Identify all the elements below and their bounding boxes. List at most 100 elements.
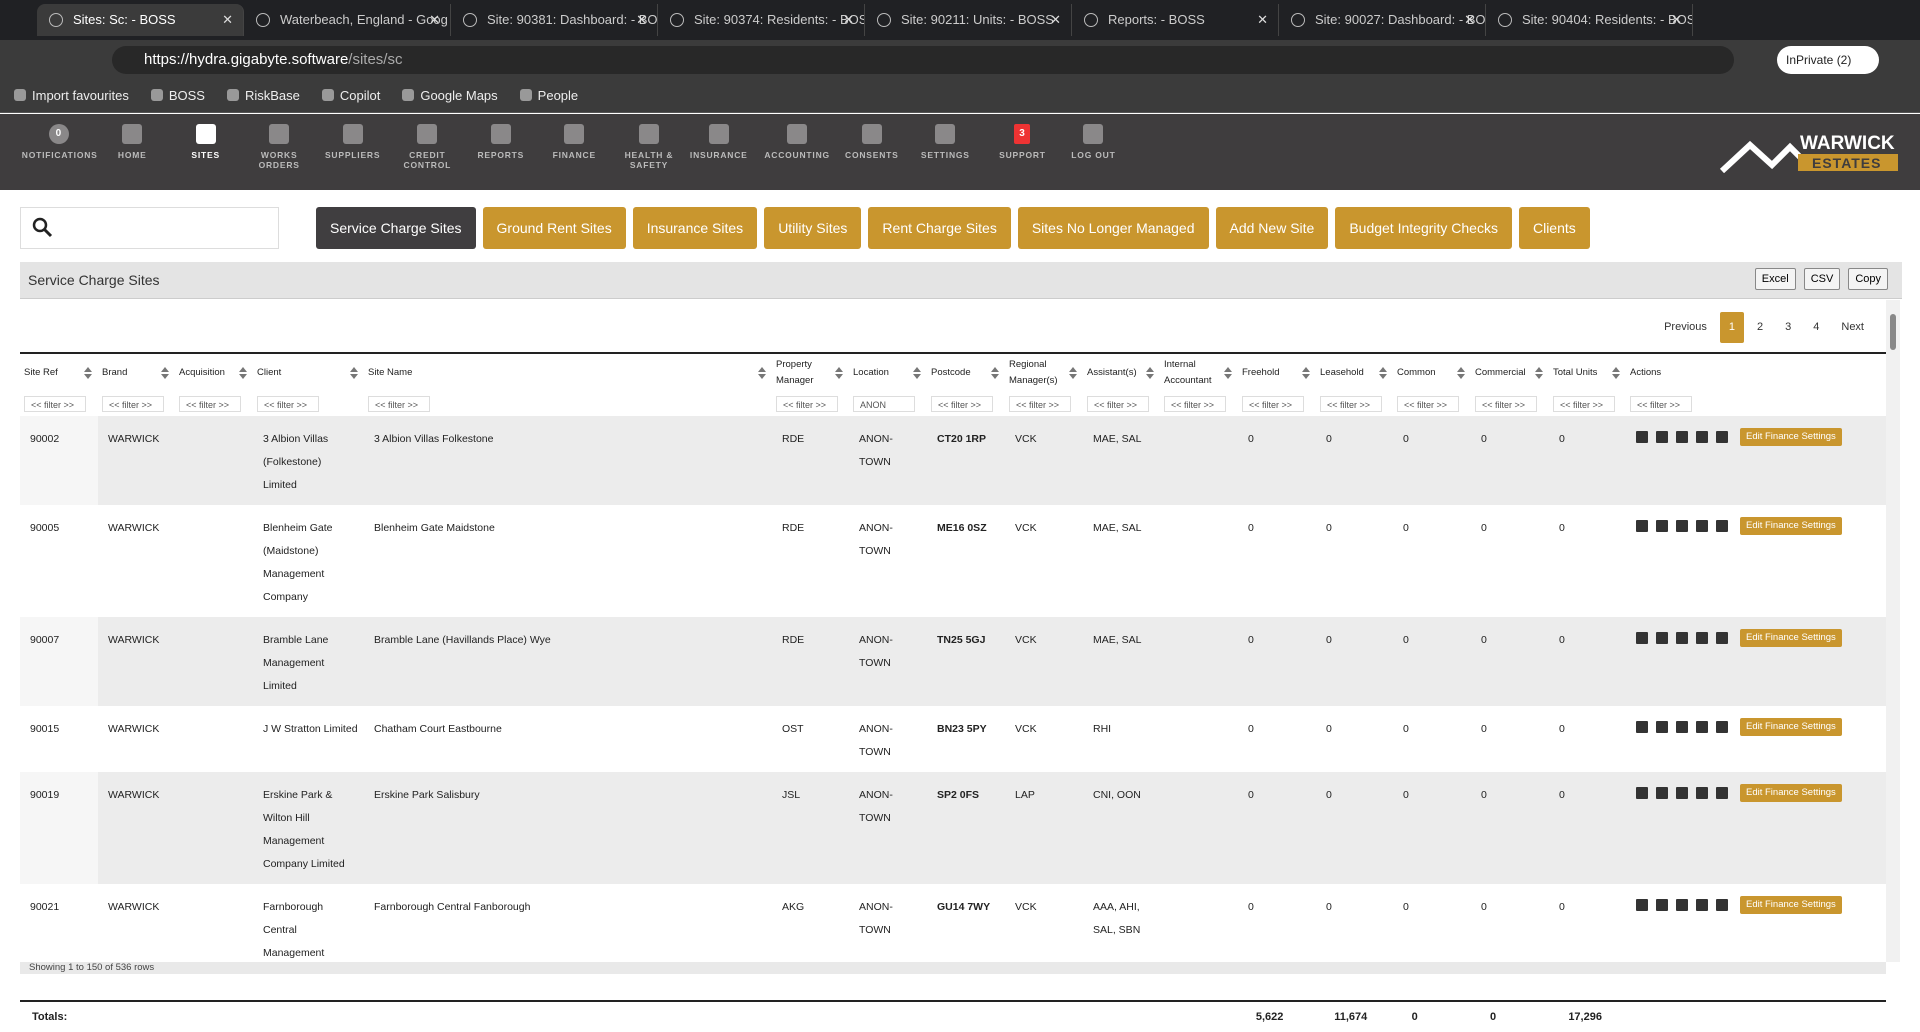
edit-finance-button[interactable]: Edit Finance Settings	[1740, 629, 1842, 647]
delete-icon[interactable]	[1716, 787, 1728, 799]
column-header[interactable]: Internal Accountant	[1160, 354, 1238, 392]
column-header[interactable]: Common	[1393, 354, 1471, 392]
delete-icon[interactable]	[1716, 431, 1728, 443]
tab-close[interactable]: ✕	[1050, 12, 1061, 27]
filter-input[interactable]: << filter >>	[1553, 396, 1615, 412]
tab[interactable]: Site: 90404: Residents: - BOS ✕	[1486, 4, 1693, 36]
residents-icon[interactable]	[1676, 787, 1688, 799]
column-header[interactable]: Total Units	[1549, 354, 1626, 392]
favourite[interactable]: People	[519, 88, 578, 103]
nav-item[interactable]: INSURANCE	[682, 124, 756, 160]
column-header[interactable]: Leasehold	[1316, 354, 1393, 392]
filter-input[interactable]: << filter >>	[1242, 396, 1304, 412]
filter-input[interactable]: << filter >>	[102, 396, 164, 412]
delete-icon[interactable]	[1716, 899, 1728, 911]
column-header[interactable]: Client	[253, 354, 364, 392]
page-button[interactable]: 3	[1785, 321, 1792, 333]
nav-item[interactable]: SUPPLIERS	[316, 124, 390, 160]
home-icon[interactable]	[1696, 632, 1708, 644]
filter-input[interactable]: << filter >>	[1397, 396, 1459, 412]
home-icon[interactable]	[1696, 431, 1708, 443]
edit-icon[interactable]	[1656, 520, 1668, 532]
search-box[interactable]	[20, 207, 279, 249]
filter-input[interactable]: << filter >>	[1630, 396, 1692, 412]
column-header[interactable]: Site Ref	[20, 354, 98, 392]
filter-input[interactable]: ANON	[853, 396, 915, 412]
home-icon[interactable]	[1696, 787, 1708, 799]
home-icon[interactable]	[1696, 899, 1708, 911]
nav-item[interactable]: SETTINGS	[908, 124, 982, 160]
dashboard-icon[interactable]	[1636, 787, 1648, 799]
delete-icon[interactable]	[1716, 520, 1728, 532]
page-button[interactable]: Previous	[1664, 321, 1707, 333]
column-header[interactable]: Freehold	[1238, 354, 1316, 392]
url-field[interactable]: https://hydra.gigabyte.software/sites/sc	[112, 46, 1734, 74]
nav-item[interactable]: HEALTH & SAFETY	[612, 124, 686, 170]
home-icon[interactable]	[1696, 721, 1708, 733]
filter-button[interactable]: Ground Rent Sites	[482, 207, 626, 249]
filter-button[interactable]: Utility Sites	[764, 207, 862, 249]
edit-icon[interactable]	[1656, 899, 1668, 911]
filter-input[interactable]: << filter >>	[1087, 396, 1149, 412]
tab-close[interactable]: ✕	[429, 12, 440, 27]
tab-close[interactable]: ✕	[1464, 12, 1475, 27]
nav-item[interactable]: ACCOUNTING	[760, 124, 834, 160]
delete-icon[interactable]	[1716, 632, 1728, 644]
filter-button[interactable]: Service Charge Sites	[316, 207, 476, 249]
filter-button[interactable]: Budget Integrity Checks	[1335, 207, 1512, 249]
nav-item[interactable]: CREDIT CONTROL	[390, 124, 464, 170]
scrollbar[interactable]	[1886, 300, 1900, 962]
edit-icon[interactable]	[1656, 431, 1668, 443]
edit-finance-button[interactable]: Edit Finance Settings	[1740, 896, 1842, 914]
page-button[interactable]: 4	[1813, 321, 1820, 333]
edit-icon[interactable]	[1656, 787, 1668, 799]
edit-icon[interactable]	[1656, 721, 1668, 733]
favourite[interactable]: RiskBase	[226, 88, 300, 103]
filter-input[interactable]: << filter >>	[24, 396, 86, 412]
tab[interactable]: Reports: - BOSS ✕	[1072, 4, 1279, 36]
filter-button[interactable]: Add New Site	[1215, 207, 1329, 249]
dashboard-icon[interactable]	[1636, 431, 1648, 443]
residents-icon[interactable]	[1676, 721, 1688, 733]
export-button[interactable]: Excel	[1754, 268, 1796, 290]
column-header[interactable]: Regional Manager(s)	[1005, 354, 1083, 392]
filter-input[interactable]: << filter >>	[1009, 396, 1071, 412]
residents-icon[interactable]	[1676, 899, 1688, 911]
column-header[interactable]: Site Name	[364, 354, 772, 392]
nav-item[interactable]: SITES	[169, 124, 243, 160]
favourite[interactable]: BOSS	[150, 88, 205, 103]
filter-button[interactable]: Insurance Sites	[632, 207, 758, 249]
nav-item[interactable]: FINANCE	[537, 124, 611, 160]
column-header[interactable]: Acquisition	[175, 354, 253, 392]
edit-icon[interactable]	[1656, 632, 1668, 644]
column-header[interactable]: Commercial	[1471, 354, 1549, 392]
delete-icon[interactable]	[1716, 721, 1728, 733]
residents-icon[interactable]	[1676, 431, 1688, 443]
residents-icon[interactable]	[1676, 632, 1688, 644]
edit-finance-button[interactable]: Edit Finance Settings	[1740, 428, 1842, 446]
tab[interactable]: Waterbeach, England - Goog ✕	[244, 4, 451, 36]
tab[interactable]: Site: 90027: Dashboard: - BO ✕	[1279, 4, 1486, 36]
page-button[interactable]: 1	[1719, 312, 1744, 343]
page-button[interactable]: 2	[1757, 321, 1764, 333]
nav-item[interactable]: HOME	[95, 124, 169, 160]
home-icon[interactable]	[1696, 520, 1708, 532]
export-button[interactable]: Copy	[1848, 268, 1888, 290]
nav-item[interactable]: LOG OUT	[1056, 124, 1130, 160]
column-header[interactable]: Assistant(s)	[1083, 354, 1160, 392]
edit-finance-button[interactable]: Edit Finance Settings	[1740, 718, 1842, 736]
tab-close[interactable]: ✕	[843, 12, 854, 27]
nav-item[interactable]: REPORTS	[464, 124, 538, 160]
profile-button[interactable]: InPrivate (2)	[1777, 46, 1879, 74]
filter-input[interactable]: << filter >>	[257, 396, 319, 412]
column-header[interactable]: Property Manager	[772, 354, 849, 392]
favourite[interactable]: Google Maps	[402, 88, 498, 103]
edit-finance-button[interactable]: Edit Finance Settings	[1740, 517, 1842, 535]
favourite[interactable]: Import favourites	[14, 88, 129, 103]
nav-item[interactable]: 3 SUPPORT	[985, 124, 1059, 160]
filter-button[interactable]: Rent Charge Sites	[868, 207, 1011, 249]
column-header[interactable]: Brand	[98, 354, 175, 392]
dashboard-icon[interactable]	[1636, 632, 1648, 644]
tab[interactable]: Site: 90381: Dashboard: - BO ✕	[451, 4, 658, 36]
filter-input[interactable]: << filter >>	[776, 396, 838, 412]
